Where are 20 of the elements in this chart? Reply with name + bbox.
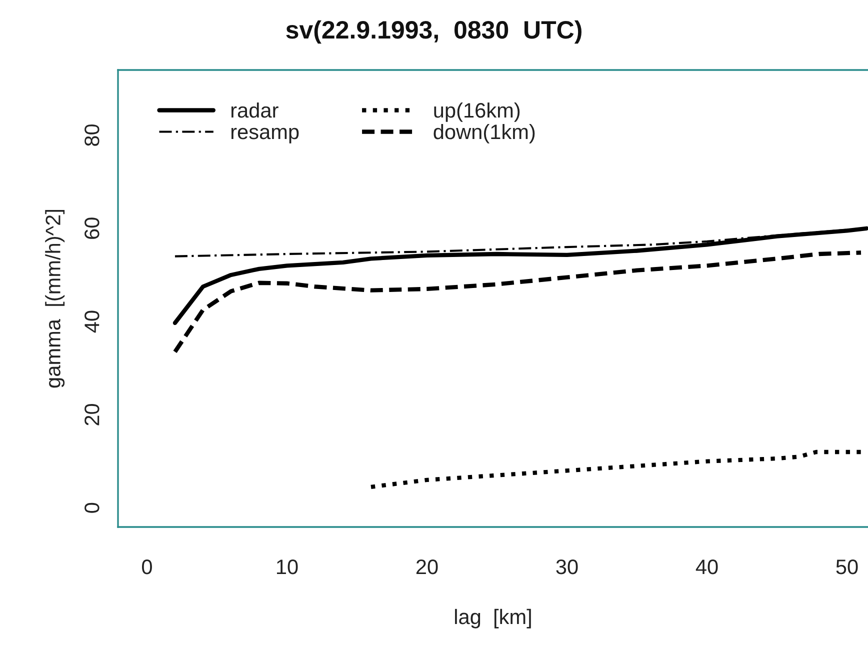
legend-label: up(16km) xyxy=(434,102,520,122)
legend-label: resamp xyxy=(231,128,299,144)
line-series xyxy=(172,226,868,326)
line-series xyxy=(172,250,864,354)
y-tick-label: 0 xyxy=(84,502,100,513)
x-tick-label: 50 xyxy=(836,559,858,574)
legend-label: radar xyxy=(231,102,278,118)
x-tick-label: 30 xyxy=(556,559,578,574)
y-tick-label: 80 xyxy=(84,124,100,146)
legend-label: down(1km) xyxy=(434,124,535,144)
chart-title: sv(22.9.1993, 0830 UTC) xyxy=(286,20,582,44)
x-axis-title: lag [km] xyxy=(455,608,531,628)
x-tick-label: 20 xyxy=(416,559,438,574)
x-tick-label: 10 xyxy=(276,559,298,574)
x-tick-label: 40 xyxy=(696,559,718,574)
y-axis-title: gamma [(mm/h)^2] xyxy=(45,210,65,388)
y-tick-label: 60 xyxy=(84,218,100,239)
x-tick-label: 0 xyxy=(142,559,152,574)
y-tick-label: 40 xyxy=(84,310,100,333)
y-tick-label: 20 xyxy=(84,404,100,426)
